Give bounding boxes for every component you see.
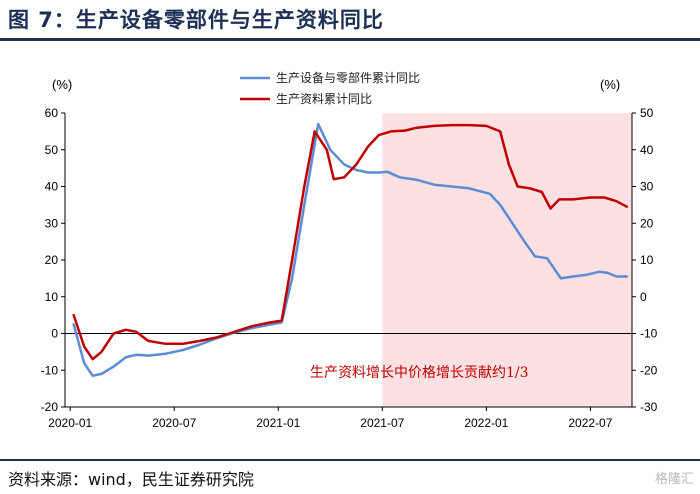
source-divider — [0, 459, 700, 461]
x-tick-label: 2021-07 — [360, 416, 404, 430]
right-tick-label: -10 — [640, 327, 658, 341]
left-tick-label: 10 — [45, 290, 59, 304]
left-tick-label: 30 — [45, 216, 59, 230]
series-line-2 — [72, 123, 629, 361]
legend-label-1: 生产设备与零部件累计同比 — [276, 70, 420, 85]
line-chart: -20 -10 0 10 20 30 40 50 60 -30 -20 -10 0 10 20 30 40 50… — [41, 70, 658, 430]
title-divider — [0, 38, 700, 41]
chart-annotation: 生产资料增长中价格增长贡献约1/3 — [310, 365, 529, 381]
legend-label-2: 生产资料累计同比 — [276, 92, 372, 106]
series-line-1 — [72, 122, 629, 378]
right-tick-label: 30 — [640, 180, 654, 194]
x-tick-label: 2022-07 — [568, 416, 612, 430]
right-tick-label: 50 — [640, 106, 654, 120]
x-tick-label: 2020-07 — [152, 416, 196, 430]
left-tick-label: 40 — [45, 180, 59, 194]
right-axis-unit: (%) — [600, 77, 620, 92]
left-tick-label: 50 — [45, 143, 59, 157]
left-tick-label: 0 — [51, 327, 58, 341]
legend: 生产设备与零部件累计同比 生产资料累计同比 — [240, 70, 420, 106]
left-tick-label: -20 — [41, 400, 59, 414]
x-tick-label: 2021-01 — [256, 416, 300, 430]
x-tick-label: 2022-01 — [464, 416, 508, 430]
series-lines — [72, 122, 629, 378]
left-axis-unit: (%) — [52, 77, 72, 92]
x-axis-ticks: 2020-01 2020-07 2021-01 2021-07 2022-01 2022-… — [48, 407, 613, 430]
left-tick-label: 20 — [45, 253, 59, 267]
right-tick-label: -20 — [640, 363, 658, 377]
x-tick-label: 2020-01 — [48, 416, 92, 430]
right-tick-label: -30 — [640, 400, 658, 414]
left-tick-label: -10 — [41, 363, 59, 377]
right-tick-label: 40 — [640, 143, 654, 157]
left-tick-label: 60 — [45, 106, 59, 120]
right-axis-ticks: -30 -20 -10 0 10 20 30 40 50 — [632, 106, 658, 414]
right-tick-label: 10 — [640, 253, 654, 267]
right-tick-label: 20 — [640, 216, 654, 230]
right-tick-label: 0 — [640, 290, 647, 304]
source-note: 资料来源：wind，民生证券研究院 — [8, 470, 254, 489]
left-axis-ticks: -20 -10 0 10 20 30 40 50 60 — [41, 106, 65, 414]
watermark: 格隆汇 — [654, 472, 694, 487]
page-title: 图 7：生产设备零部件与生产资料同比 — [8, 8, 384, 32]
